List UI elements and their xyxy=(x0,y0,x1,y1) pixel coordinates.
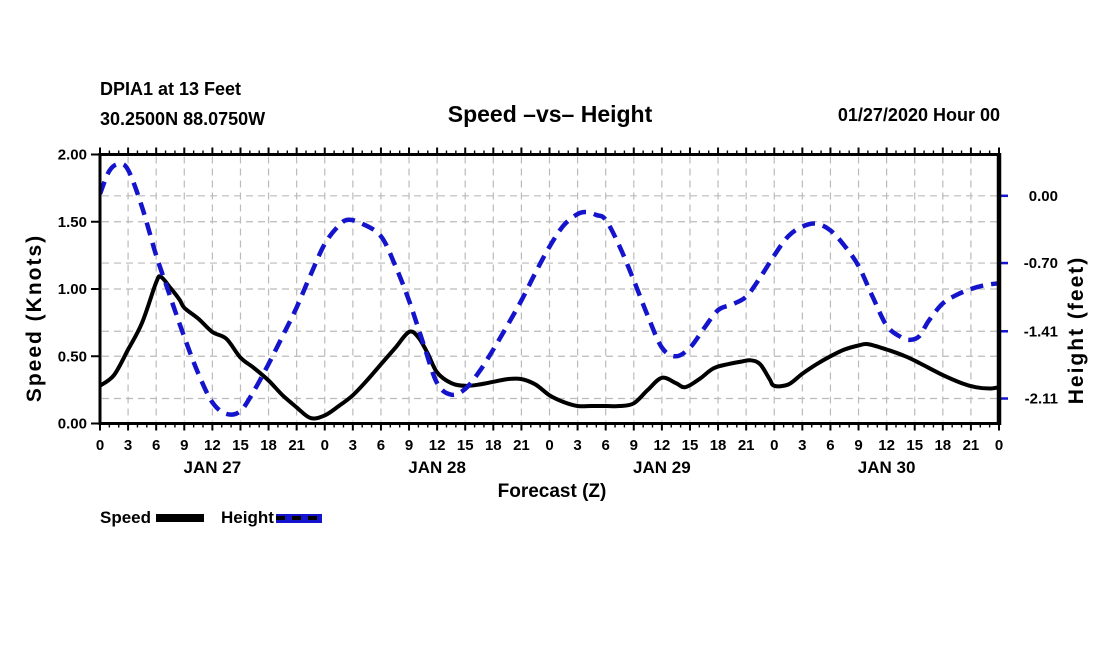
x-tick-label: 6 xyxy=(377,437,385,454)
x-tick-label: 3 xyxy=(573,437,581,454)
left-tick-label: 1.50 xyxy=(58,214,87,231)
x-tick-label: 0 xyxy=(321,437,329,454)
right-tick-label: -0.70 xyxy=(1024,255,1058,272)
right-tick-label: -1.41 xyxy=(1024,323,1058,340)
x-tick-label: 3 xyxy=(349,437,357,454)
day-label: JAN 28 xyxy=(408,458,466,477)
legend: Speed Height xyxy=(100,508,322,528)
day-label: JAN 27 xyxy=(184,458,242,477)
station-coordinates: 30.2500N 88.0750W xyxy=(100,109,266,129)
x-tick-label: 0 xyxy=(770,437,778,454)
x-tick-label: 9 xyxy=(854,437,862,454)
legend-height-swatch xyxy=(275,513,322,523)
left-tick-label: 0.50 xyxy=(58,348,87,365)
x-tick-label: 9 xyxy=(180,437,188,454)
speed-curve xyxy=(99,274,1000,421)
x-tick-label: 0 xyxy=(995,437,1003,454)
right-tick-label: 0.00 xyxy=(1029,188,1058,205)
day-label: JAN 30 xyxy=(858,458,916,477)
x-tick-label: 12 xyxy=(654,437,671,454)
legend-speed-swatch xyxy=(156,514,205,522)
height-curve xyxy=(99,161,1000,417)
x-tick-label: 0 xyxy=(545,437,553,454)
x-tick-label: 18 xyxy=(260,437,277,454)
x-tick-label: 6 xyxy=(826,437,834,454)
x-tick-label: 18 xyxy=(485,437,502,454)
x-tick-label: 12 xyxy=(429,437,446,454)
x-tick-label: 3 xyxy=(124,437,132,454)
station-name: DPIA1 at 13 Feet xyxy=(100,79,242,99)
x-tick-label: 3 xyxy=(798,437,806,454)
x-tick-label: 12 xyxy=(878,437,895,454)
legend-speed-label: Speed xyxy=(100,508,152,527)
left-tick-label: 0.00 xyxy=(58,416,87,433)
left-tick-label: 2.00 xyxy=(58,147,87,164)
right-tick-label: -2.11 xyxy=(1025,391,1058,408)
x-tick-label: 6 xyxy=(152,437,160,454)
x-tick-label: 6 xyxy=(602,437,610,454)
legend-height-dashes xyxy=(275,516,322,520)
x-tick-label: 9 xyxy=(630,437,638,454)
x-tick-label: 21 xyxy=(738,437,755,454)
x-tick-label: 21 xyxy=(288,437,305,454)
day-label: JAN 29 xyxy=(633,458,691,477)
x-tick-label: 18 xyxy=(934,437,951,454)
x-tick-label: 15 xyxy=(457,437,474,454)
station-info: DPIA1 at 13 Feet 30.2500N 88.0750W xyxy=(100,74,265,134)
x-tick-label: 18 xyxy=(710,437,727,454)
x-tick-label: 15 xyxy=(232,437,249,454)
x-tick-label: 12 xyxy=(204,437,221,454)
x-tick-label: 15 xyxy=(682,437,699,454)
x-axis-title: Forecast (Z) xyxy=(497,481,607,502)
forecast-datetime: 01/27/2020 Hour 00 xyxy=(837,105,1000,125)
x-tick-label: 15 xyxy=(906,437,923,454)
x-tick-label: 0 xyxy=(96,437,104,454)
x-tick-label: 21 xyxy=(963,437,980,454)
legend-height-label: Height xyxy=(221,508,274,527)
x-tick-label: 9 xyxy=(405,437,413,454)
left-tick-label: 1.00 xyxy=(58,281,87,298)
chart-title: Speed –vs– Height xyxy=(447,101,653,127)
x-tick-label: 21 xyxy=(513,437,530,454)
